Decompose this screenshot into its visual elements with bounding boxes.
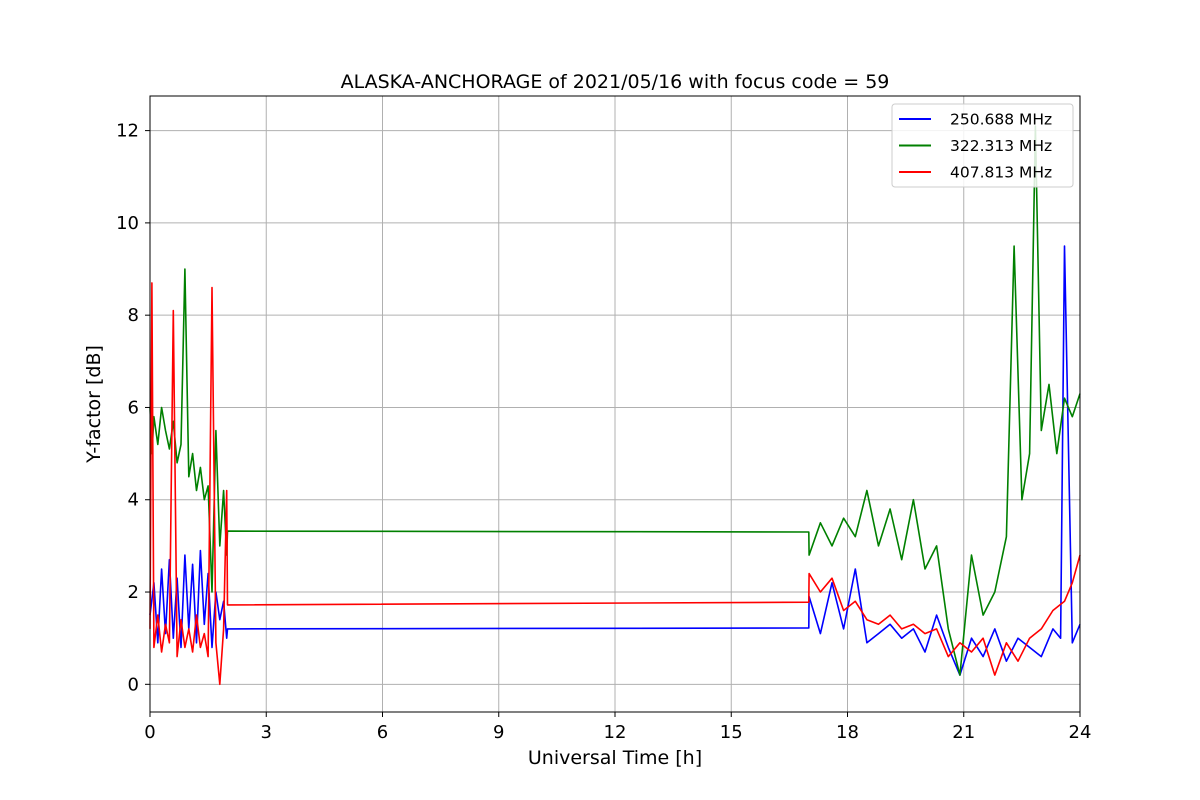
- y-axis-label: Y-factor [dB]: [83, 345, 105, 464]
- x-axis-label: Universal Time [h]: [528, 747, 702, 769]
- series-line-1: [149, 245, 1081, 676]
- y-tick-label: 8: [128, 305, 139, 326]
- y-tick-label: 4: [128, 490, 139, 511]
- legend-label-3: 407.813 MHz: [950, 164, 1052, 182]
- y-tick-label: 0: [128, 674, 139, 695]
- legend-label-2: 322.313 MHz: [950, 137, 1052, 155]
- y-tick-label: 6: [128, 397, 139, 418]
- y-tick-label: 10: [116, 213, 139, 234]
- legend: 250.688 MHz 322.313 MHz 407.813 MHz: [891, 103, 1074, 188]
- y-tick-label: 2: [128, 582, 139, 603]
- series-line-3: [149, 282, 1081, 686]
- series-lines: [149, 125, 1081, 686]
- legend-label-1: 250.688 MHz: [950, 111, 1052, 129]
- x-tick-label: 12: [604, 722, 627, 743]
- x-tick-label: 15: [720, 722, 743, 743]
- x-tick-label: 6: [377, 722, 388, 743]
- x-tick-label: 3: [261, 722, 272, 743]
- y-tick-label: 12: [116, 121, 139, 142]
- x-tick-label: 9: [493, 722, 504, 743]
- legend-box: [891, 103, 1074, 188]
- x-tick-label: 18: [836, 722, 859, 743]
- x-tick-label: 21: [952, 722, 975, 743]
- series-line-2: [149, 125, 1081, 676]
- chart-title: ALASKA-ANCHORAGE of 2021/05/16 with focu…: [341, 71, 890, 93]
- x-tick-label: 0: [144, 722, 155, 743]
- x-tick-label: 24: [1069, 722, 1092, 743]
